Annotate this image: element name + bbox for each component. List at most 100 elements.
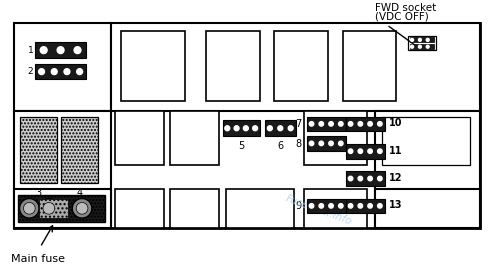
Text: 6: 6	[277, 141, 283, 151]
Bar	[18, 195, 106, 222]
Circle shape	[368, 176, 372, 181]
Bar	[274, 31, 328, 101]
Circle shape	[368, 122, 372, 126]
Bar	[382, 116, 470, 165]
Bar	[206, 31, 260, 101]
Bar	[14, 23, 480, 228]
Circle shape	[410, 38, 414, 41]
Bar	[226, 189, 294, 228]
Circle shape	[348, 149, 353, 153]
Bar	[170, 189, 219, 228]
Bar	[408, 36, 436, 50]
Circle shape	[426, 38, 429, 41]
Bar	[304, 189, 367, 228]
Bar	[343, 31, 396, 101]
Text: (VDC OFF): (VDC OFF)	[375, 12, 428, 22]
Circle shape	[74, 47, 81, 53]
Circle shape	[234, 126, 239, 131]
Circle shape	[244, 126, 248, 131]
Bar	[264, 120, 296, 136]
Circle shape	[418, 38, 422, 41]
Text: 12: 12	[388, 173, 402, 183]
Bar	[346, 171, 385, 186]
Bar	[170, 111, 219, 165]
Circle shape	[378, 176, 382, 181]
Circle shape	[288, 126, 293, 131]
Bar	[346, 199, 385, 213]
Circle shape	[338, 204, 343, 208]
Bar	[35, 64, 86, 80]
Circle shape	[358, 204, 362, 208]
Bar	[112, 23, 480, 111]
Circle shape	[24, 202, 35, 214]
Circle shape	[76, 69, 82, 74]
Bar	[304, 111, 367, 165]
Bar	[346, 144, 385, 158]
Bar	[410, 38, 434, 42]
Text: 11: 11	[388, 146, 402, 156]
Circle shape	[368, 149, 372, 153]
Bar	[116, 111, 164, 165]
Bar	[39, 199, 68, 218]
Text: 9: 9	[296, 201, 302, 211]
Bar	[20, 116, 57, 183]
Circle shape	[338, 141, 343, 146]
Text: 4: 4	[76, 188, 82, 198]
Circle shape	[329, 141, 334, 146]
Circle shape	[268, 126, 272, 131]
Circle shape	[43, 202, 54, 214]
Circle shape	[40, 47, 47, 53]
Circle shape	[278, 126, 282, 131]
Text: Main fuse: Main fuse	[11, 254, 65, 264]
Circle shape	[348, 176, 353, 181]
Circle shape	[39, 199, 58, 218]
Circle shape	[368, 204, 372, 208]
Circle shape	[358, 149, 362, 153]
Circle shape	[72, 199, 92, 218]
Circle shape	[76, 202, 88, 214]
Circle shape	[310, 141, 314, 146]
Bar	[14, 189, 112, 228]
Text: FWD socket: FWD socket	[375, 3, 436, 13]
Circle shape	[338, 122, 343, 126]
Bar	[222, 120, 260, 136]
Text: 5: 5	[238, 141, 244, 151]
Text: 1: 1	[28, 46, 33, 55]
Circle shape	[358, 122, 362, 126]
Bar	[306, 136, 346, 151]
Text: 3: 3	[35, 188, 41, 198]
Circle shape	[378, 149, 382, 153]
Circle shape	[310, 204, 314, 208]
Bar	[14, 23, 112, 111]
Bar	[375, 189, 480, 228]
Circle shape	[252, 126, 258, 131]
Text: 2: 2	[28, 67, 33, 76]
Text: Fuse-Box.info: Fuse-Box.info	[284, 193, 353, 227]
Circle shape	[319, 204, 324, 208]
Circle shape	[378, 122, 382, 126]
Circle shape	[410, 45, 414, 48]
Text: 10: 10	[388, 118, 402, 128]
Circle shape	[225, 126, 230, 131]
Bar	[410, 44, 434, 49]
Circle shape	[418, 45, 422, 48]
Circle shape	[329, 122, 334, 126]
Circle shape	[426, 45, 429, 48]
Bar	[35, 42, 86, 58]
Bar	[121, 31, 184, 101]
Circle shape	[319, 141, 324, 146]
Circle shape	[329, 204, 334, 208]
Circle shape	[358, 176, 362, 181]
Bar	[116, 189, 164, 228]
Bar	[306, 199, 346, 213]
Circle shape	[20, 199, 39, 218]
Text: 13: 13	[388, 200, 402, 210]
Circle shape	[348, 204, 353, 208]
Circle shape	[310, 122, 314, 126]
Bar	[306, 116, 346, 131]
Circle shape	[64, 69, 70, 74]
Bar	[346, 116, 385, 131]
Circle shape	[52, 69, 57, 74]
Bar	[375, 111, 480, 228]
Circle shape	[57, 47, 64, 53]
